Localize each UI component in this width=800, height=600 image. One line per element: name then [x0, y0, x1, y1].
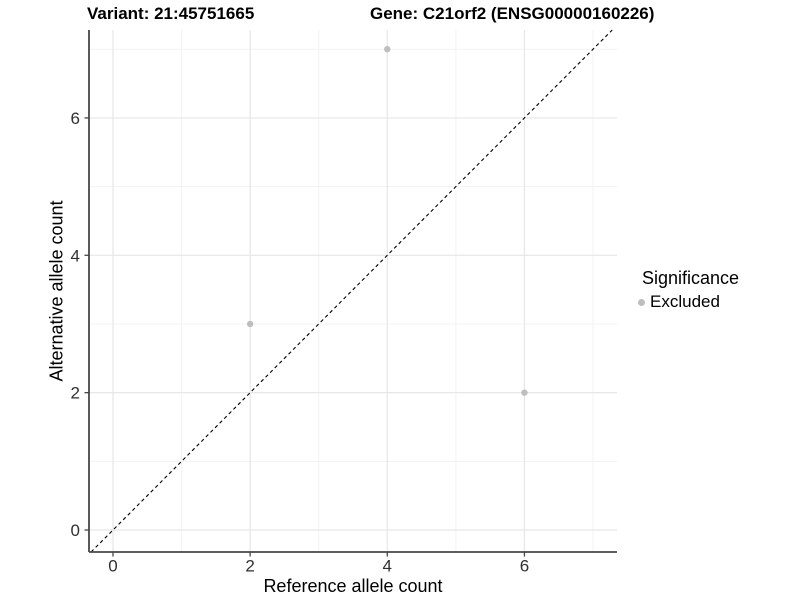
y-tick-label: 4: [71, 246, 80, 265]
data-point: [521, 389, 528, 396]
legend-title: Significance: [642, 268, 740, 288]
x-tick-label: 6: [520, 557, 529, 576]
data-point: [384, 46, 391, 53]
y-tick-label: 0: [71, 521, 80, 540]
x-axis-title: Reference allele count: [263, 576, 443, 596]
y-tick-label: 6: [71, 109, 80, 128]
x-tick-label: 2: [245, 557, 254, 576]
x-tick-label: 0: [108, 557, 117, 576]
legend-item: Excluded: [638, 292, 739, 312]
legend-item-label: Excluded: [650, 292, 720, 311]
plot-title-gene: Gene: C21orf2 (ENSG00000160226): [370, 4, 655, 23]
x-tick-label: 4: [383, 557, 392, 576]
identity-dashed-line: [90, 29, 613, 553]
y-tick-label: 2: [71, 384, 80, 403]
legend-point-icon: [638, 298, 645, 306]
y-axis-title: Alternative allele count: [46, 200, 67, 382]
legend: Significance Excluded: [638, 268, 739, 312]
data-point: [246, 320, 254, 328]
plot-title-variant: Variant: 21:45751665: [87, 4, 255, 23]
